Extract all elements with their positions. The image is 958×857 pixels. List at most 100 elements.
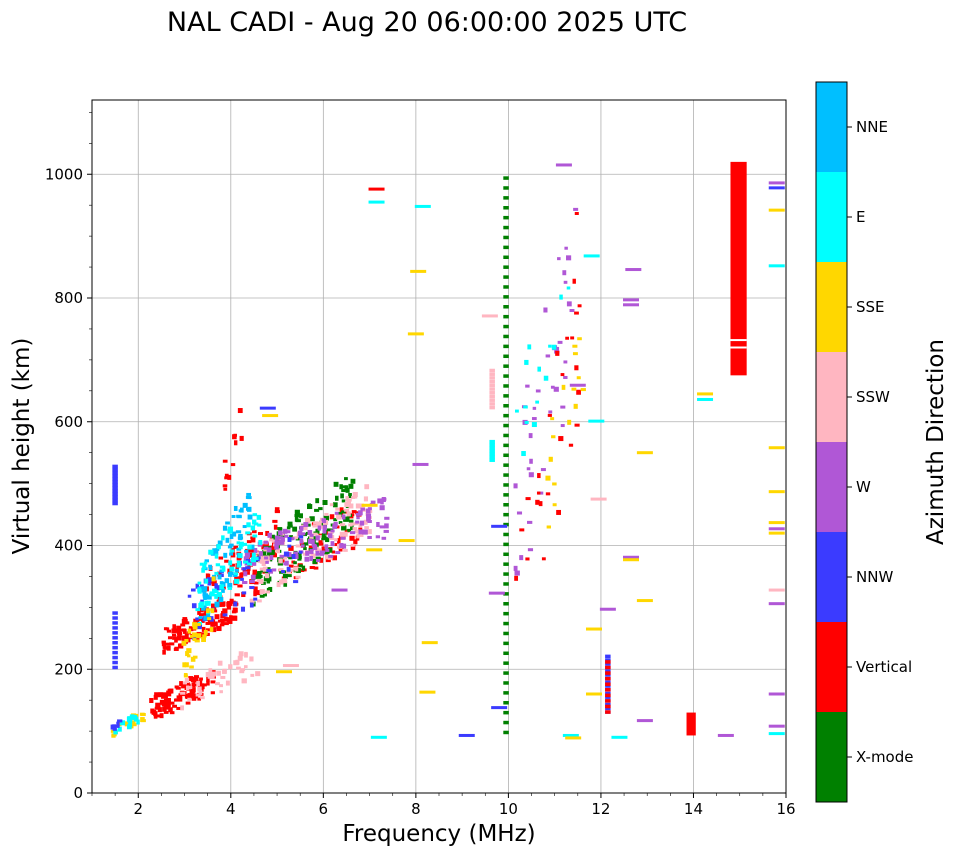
echo-point [307, 538, 313, 544]
echo-point [180, 628, 185, 632]
echo-point [274, 540, 280, 546]
echo-point [327, 547, 333, 553]
echo-point [209, 618, 214, 622]
echo-point [545, 492, 551, 496]
echo-point [204, 559, 210, 563]
echo-point [253, 547, 258, 553]
x-tick-label: 14 [684, 800, 703, 818]
echo-point [154, 706, 160, 710]
echo-point [414, 204, 431, 208]
echo-point [315, 550, 320, 556]
colorbar-swatch [816, 172, 847, 262]
echo-point [264, 573, 270, 579]
echo-point [503, 334, 509, 339]
echo-point [768, 531, 785, 535]
echo-point [256, 573, 262, 579]
echo-point [272, 519, 278, 523]
echo-point [187, 654, 191, 658]
echo-point [166, 645, 171, 651]
colorbar-swatch [816, 262, 847, 352]
echo-point [225, 680, 230, 686]
echo-point [209, 674, 215, 680]
echo-point [768, 208, 785, 212]
echo-point [223, 622, 229, 626]
echo-point [165, 702, 171, 708]
echo-point [191, 603, 197, 609]
echo-point [537, 473, 541, 479]
echo-point [112, 477, 118, 481]
echo-point [229, 534, 234, 540]
echo-point [489, 439, 495, 444]
echo-point [538, 491, 544, 495]
echo-point [218, 597, 224, 603]
echo-point [577, 304, 582, 308]
echo-point [200, 632, 205, 636]
echo-point [192, 622, 198, 628]
echo-point [280, 556, 285, 560]
echo-point [328, 554, 334, 558]
echo-point [489, 376, 495, 380]
echo-point [226, 617, 232, 623]
echo-point [503, 710, 509, 715]
echo-point [503, 730, 509, 735]
echo-point [246, 492, 252, 496]
colorbar-tick-label: SSE [856, 298, 885, 316]
echo-point [503, 324, 509, 329]
echo-point [298, 564, 303, 568]
echo-point [180, 691, 186, 695]
echo-point [303, 542, 309, 546]
echo-point [229, 552, 234, 556]
y-axis-label: Virtual height (km) [9, 338, 35, 555]
echo-point [287, 544, 292, 548]
echo-point [211, 603, 215, 609]
echo-point [768, 692, 785, 696]
echo-point [570, 336, 575, 340]
echo-point [327, 556, 333, 560]
echo-point [551, 435, 556, 439]
echo-point [559, 294, 563, 300]
echo-point [259, 557, 265, 563]
echo-point [605, 695, 611, 699]
echo-point [555, 350, 560, 356]
echo-point [355, 520, 360, 524]
echo-point [231, 531, 237, 537]
echo-point [266, 556, 271, 562]
echo-point [379, 525, 385, 529]
echo-point [208, 567, 213, 571]
echo-point [348, 483, 354, 489]
echo-point [567, 419, 572, 425]
echo-point [249, 586, 255, 590]
echo-point [315, 498, 320, 504]
echo-point [167, 636, 173, 640]
echo-point [236, 666, 241, 670]
echo-point [346, 499, 351, 505]
echo-point [503, 611, 509, 616]
echo-point [503, 255, 509, 260]
echo-point [330, 541, 335, 547]
echo-point [229, 566, 235, 572]
echo-point [205, 632, 210, 636]
echo-point [224, 473, 229, 477]
echo-point [163, 646, 168, 650]
echo-point [314, 508, 320, 512]
echo-point [231, 514, 236, 518]
echo-point [334, 511, 339, 515]
echo-point [120, 720, 126, 726]
echo-point [192, 683, 197, 687]
echo-point [301, 565, 306, 571]
echo-point [191, 632, 198, 638]
echo-point [229, 549, 235, 553]
echo-point [177, 696, 183, 702]
echo-point [238, 544, 243, 550]
echo-point [233, 601, 238, 607]
echo-point [605, 710, 611, 714]
echo-point [283, 581, 288, 587]
echo-point [208, 549, 214, 555]
echo-point [269, 545, 274, 549]
echo-point [213, 550, 219, 556]
echo-point [311, 539, 315, 545]
echo-point [489, 446, 495, 450]
echo-point [216, 544, 221, 550]
echo-point [543, 307, 548, 313]
echo-point [342, 543, 347, 549]
